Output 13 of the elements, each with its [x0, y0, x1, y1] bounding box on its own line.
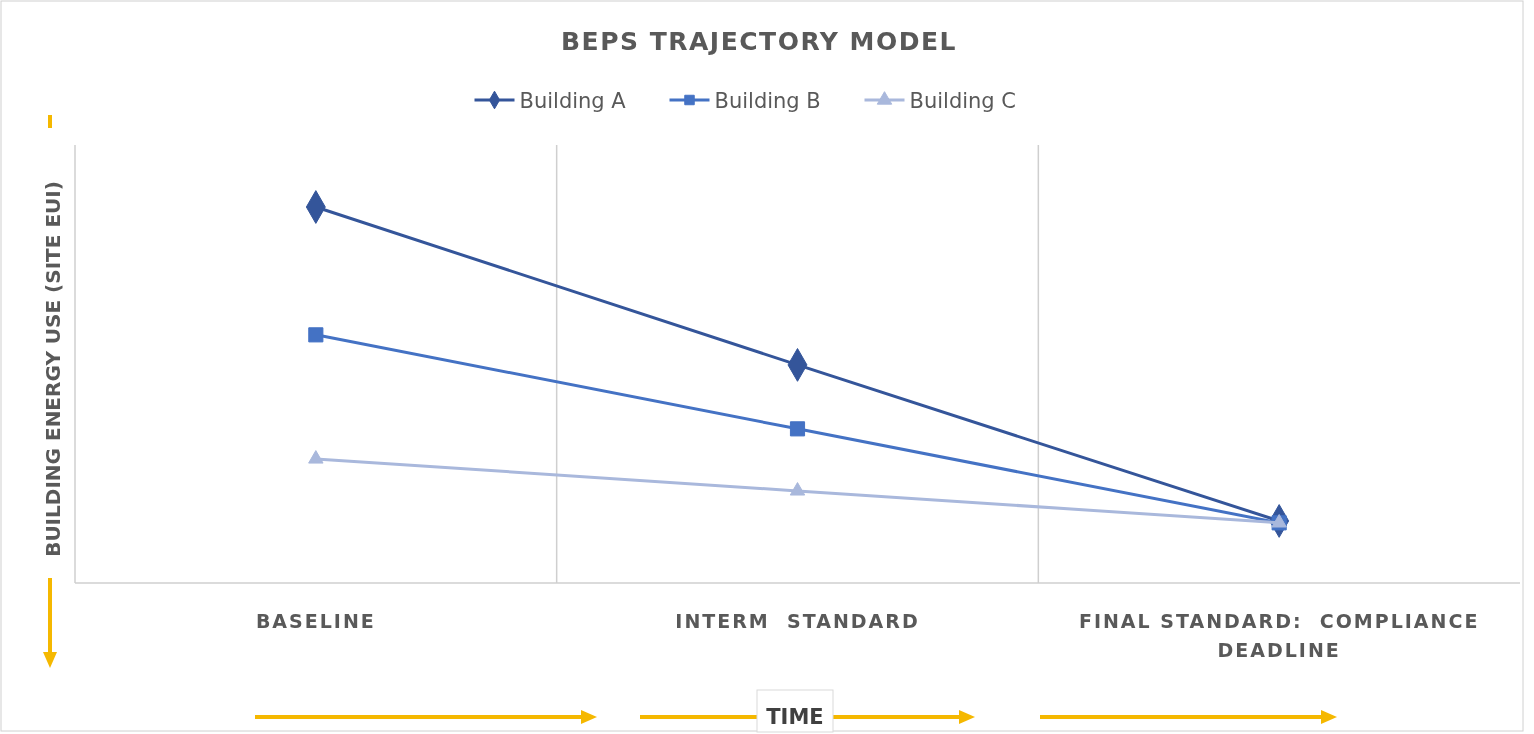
- x-tick-label: INTERM STANDARD: [675, 610, 920, 632]
- x-tick-label: BASELINE: [255, 610, 376, 632]
- legend-label: Building A: [519, 89, 627, 113]
- x-tick-label: FINAL STANDARD: COMPLIANCE DEADLINE: [1078, 610, 1480, 661]
- legend-label: Building B: [714, 89, 821, 113]
- x-axis-title: TIME: [766, 705, 824, 729]
- point: [789, 482, 806, 496]
- chart-title: BEPS TRAJECTORY MODEL: [561, 27, 957, 56]
- legend-label: Building C: [909, 89, 1017, 113]
- point: [308, 450, 324, 464]
- point: [789, 421, 806, 437]
- y-axis-title: BUILDING ENERGY USE (SITE EUI): [41, 181, 65, 557]
- point: [308, 327, 324, 343]
